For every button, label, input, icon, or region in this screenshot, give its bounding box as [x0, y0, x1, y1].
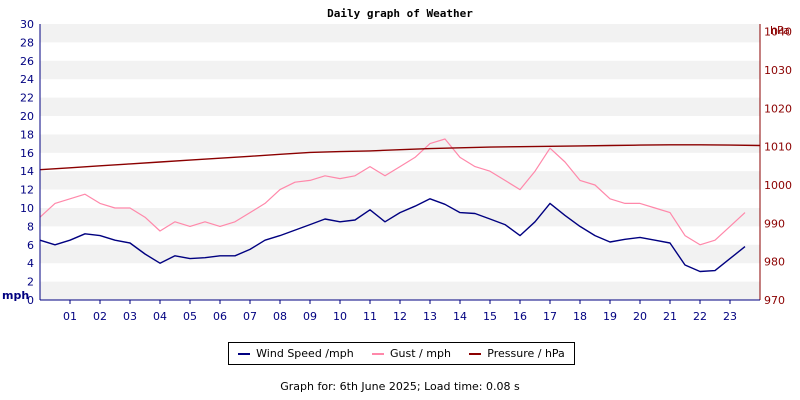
- x-tick-label: 17: [543, 310, 557, 323]
- right-axis-label: hPa: [770, 24, 790, 37]
- right-tick-label: 1040: [764, 26, 792, 39]
- grid-band: [40, 24, 760, 43]
- left-tick-label: 2: [27, 276, 34, 289]
- left-tick-label: 16: [20, 147, 34, 160]
- right-tick-label: 1020: [764, 102, 792, 115]
- left-axis-label: mph: [2, 289, 29, 302]
- left-tick-label: 12: [20, 184, 34, 197]
- x-tick-label: 20: [633, 310, 647, 323]
- x-tick-label: 22: [693, 310, 707, 323]
- left-tick-label: 30: [20, 18, 34, 31]
- grid-bands: [40, 24, 760, 300]
- legend-item-gust: Gust / mph: [372, 347, 451, 360]
- series-layer: [39, 138, 761, 273]
- x-tick-label: 01: [63, 310, 77, 323]
- x-tick-label: 06: [213, 310, 227, 323]
- left-tick-label: 26: [20, 55, 34, 68]
- right-tick-label: 970: [764, 294, 785, 307]
- left-tick-label: 22: [20, 92, 34, 105]
- series-line-pressure-hpa: [39, 144, 761, 171]
- legend-swatch-pressure: [469, 352, 482, 355]
- legend-label-gust: Gust / mph: [390, 347, 451, 360]
- x-tick-label: 09: [303, 310, 317, 323]
- x-tick-label: 23: [723, 310, 737, 323]
- x-tick-label: 05: [183, 310, 197, 323]
- left-tick-label: 8: [27, 220, 34, 233]
- x-tick-label: 14: [453, 310, 467, 323]
- legend-item-pressure: Pressure / hPa: [469, 347, 565, 360]
- left-tick-label: 18: [20, 128, 34, 141]
- x-tick-label: 04: [153, 310, 167, 323]
- right-tick-label: 1000: [764, 179, 792, 192]
- grid-band: [40, 281, 760, 300]
- grid-band: [40, 97, 760, 116]
- x-tick-label: 15: [483, 310, 497, 323]
- x-tick-label: 11: [363, 310, 377, 323]
- plot-axes: [39, 24, 761, 301]
- legend-swatch-gust: [372, 352, 385, 355]
- chart-title: Daily graph of Weather: [327, 7, 473, 20]
- right-tick-label: 1030: [764, 64, 792, 77]
- legend-swatch-wind-speed: [238, 352, 251, 355]
- x-tick-label: 02: [93, 310, 107, 323]
- left-tick-label: 14: [20, 165, 34, 178]
- x-tick-label: 10: [333, 310, 347, 323]
- right-tick-label: 980: [764, 256, 785, 269]
- x-tick-label: 19: [603, 310, 617, 323]
- x-tick-label: 07: [243, 310, 257, 323]
- series-line-gust-mph: [39, 138, 746, 246]
- grid-band: [40, 171, 760, 190]
- x-tick-label: 18: [573, 310, 587, 323]
- grid-band: [40, 134, 760, 153]
- x-tick-label: 03: [123, 310, 137, 323]
- x-tick-label: 08: [273, 310, 287, 323]
- left-tick-label: 4: [27, 257, 34, 270]
- legend-label-wind-speed: Wind Speed /mph: [256, 347, 354, 360]
- x-tick-label: 21: [663, 310, 677, 323]
- legend-item-wind-speed: Wind Speed /mph: [238, 347, 354, 360]
- left-tick-label: 24: [20, 73, 34, 86]
- left-tick-label: 6: [27, 239, 34, 252]
- footer-status: Graph for: 6th June 2025; Load time: 0.0…: [280, 380, 520, 393]
- grid-band: [40, 60, 760, 80]
- legend-label-pressure: Pressure / hPa: [487, 347, 565, 360]
- left-tick-label: 10: [20, 202, 34, 215]
- x-tick-label: 12: [393, 310, 407, 323]
- right-tick-label: 1010: [764, 141, 792, 154]
- x-tick-label: 13: [423, 310, 437, 323]
- left-tick-label: 28: [20, 36, 34, 49]
- right-axis-ticks: 970 980 990 1000 1010 1020 1030 1040: [764, 26, 792, 307]
- chart-legend: Wind Speed /mph Gust / mph Pressure / hP…: [228, 342, 575, 365]
- x-axis-ticks: 01 02 03 04 05 06 07 08 09 10 11 12 13 14 15 16 17 18 19 20…: [63, 300, 737, 323]
- x-tick-label: 16: [513, 310, 527, 323]
- series-line-wind-speed-mph: [39, 198, 746, 273]
- right-tick-label: 990: [764, 217, 785, 230]
- left-tick-label: 0: [27, 294, 34, 307]
- grid-band: [40, 244, 760, 264]
- grid-band: [40, 208, 760, 227]
- left-tick-label: 20: [20, 110, 34, 123]
